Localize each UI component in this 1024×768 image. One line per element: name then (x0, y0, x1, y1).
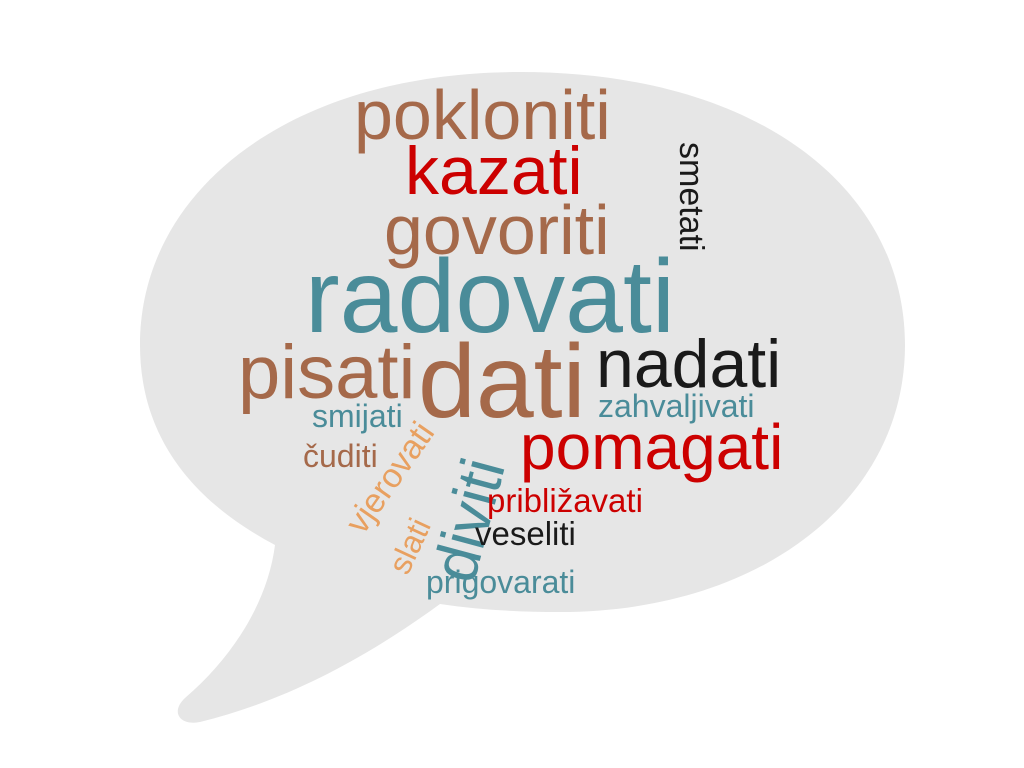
word-prigovarati: prigovarati (426, 564, 576, 600)
word-nadati: nadati (596, 326, 782, 402)
word-priblizavati: približavati (487, 482, 643, 519)
word-pomagati: pomagati (520, 411, 784, 483)
word-smijati: smijati (312, 398, 403, 434)
word-radovati: radovati (305, 239, 675, 355)
word-kazati: kazati (405, 133, 583, 209)
word-cuditi: čuditi (303, 438, 378, 474)
speech-bubble-shape (140, 72, 905, 723)
word-govoriti: govoriti (384, 191, 610, 269)
word-veseliti: veseliti (475, 515, 576, 552)
word-zahvaljivati: zahvaljivati (598, 388, 755, 424)
word-pokloniti: pokloniti (354, 76, 611, 154)
word-smetati: smetati (672, 142, 710, 252)
word-dati: dati (418, 324, 586, 440)
word-pisati: pisati (238, 330, 416, 415)
